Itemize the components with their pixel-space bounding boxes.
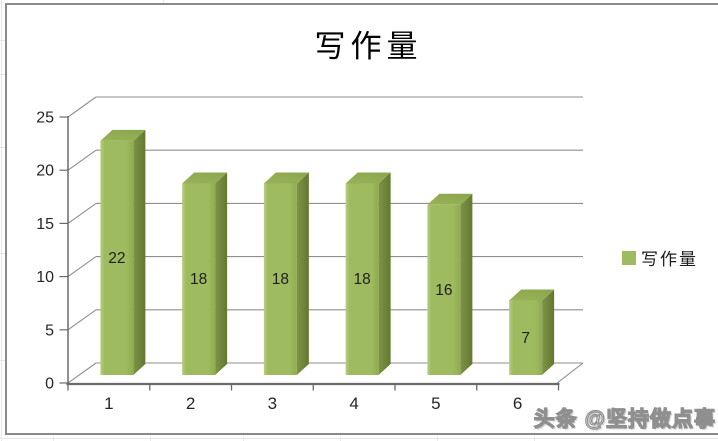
bar-top-face: [509, 289, 555, 301]
bar-front-face: [345, 183, 379, 375]
bar-front-face: [263, 183, 297, 375]
bar-column: 18: [263, 172, 309, 375]
y-axis-tick-label: 0: [45, 376, 54, 393]
bar-value-label: 22: [108, 250, 125, 267]
bar-side-face: [215, 172, 228, 375]
bar-column: 16: [427, 193, 473, 375]
y-axis-tick-label: 20: [36, 163, 54, 180]
sheet-gridline: [1, 0, 2, 441]
wall-gridline-diagonal: [67, 362, 97, 384]
y-axis-tick-label: 25: [36, 110, 54, 127]
bar-value-label: 16: [435, 282, 452, 299]
sheet-gridline: [150, 436, 151, 441]
legend-label: 写作量: [641, 250, 698, 270]
bar-top-face: [182, 172, 228, 184]
bar-top-face: [427, 193, 473, 205]
y-axis-tick-label: 5: [45, 322, 54, 339]
sheet-gridline: [53, 436, 54, 441]
bar-value-label: 7: [521, 330, 530, 347]
bar-column: 22: [100, 129, 146, 375]
bar-value-label: 18: [354, 271, 371, 288]
bar-column: 18: [345, 172, 391, 375]
bar-side-face: [133, 129, 146, 375]
chart-title: 写作量: [314, 29, 423, 65]
sheet-gridline: [534, 436, 535, 441]
bar-side-face: [296, 172, 309, 375]
sheet-gridline: [340, 436, 341, 441]
x-axis-label: 5: [431, 394, 440, 413]
bar-value-label: 18: [272, 271, 289, 288]
bar-front-face: [182, 183, 216, 375]
legend-swatch-icon: [622, 250, 636, 265]
floor-right-edge: [556, 362, 584, 384]
x-axis-label: 2: [186, 394, 195, 413]
x-axis-label: 1: [104, 394, 113, 413]
bar-column: 18: [182, 172, 228, 375]
bar-value-label: 18: [190, 271, 207, 288]
bar-column: 7: [509, 289, 555, 375]
wall-gridline-diagonal: [67, 202, 97, 224]
sheet-gridline: [0, 74, 5, 75]
legend: 写作量: [622, 245, 698, 270]
x-axis-label: 6: [513, 394, 522, 413]
y-axis-tick-label: 15: [36, 216, 54, 233]
bar-front-face: [100, 140, 134, 375]
bar-side-face: [378, 172, 391, 375]
bar-front-face: [509, 300, 543, 375]
bar-side-face: [542, 289, 555, 375]
sheet-gridline: [437, 436, 438, 441]
sheet-gridline: [0, 40, 5, 41]
bar-top-face: [263, 172, 309, 184]
x-axis-label: 3: [268, 394, 277, 413]
sheet-gridline: [0, 253, 5, 254]
sheet-gridline: [0, 147, 5, 148]
sheet-gridline: [243, 436, 244, 441]
bar-front-face: [427, 204, 461, 375]
sheet-gridline: [163, 0, 164, 3]
wall-gridline-diagonal: [67, 309, 97, 331]
sheet-gridline: [0, 438, 718, 439]
bar-side-face: [460, 193, 473, 375]
y-axis-tick-label: 10: [36, 269, 54, 286]
sheet-gridline: [0, 360, 5, 361]
watermark: 头条 @坚持做点事: [533, 407, 716, 431]
bar-top-face: [345, 172, 391, 184]
x-axis-label: 4: [349, 394, 358, 413]
wall-gridline-diagonal: [67, 96, 97, 118]
wall-gridline-diagonal: [67, 256, 97, 278]
bar-top-face: [100, 129, 146, 141]
wall-gridline-diagonal: [67, 149, 97, 171]
